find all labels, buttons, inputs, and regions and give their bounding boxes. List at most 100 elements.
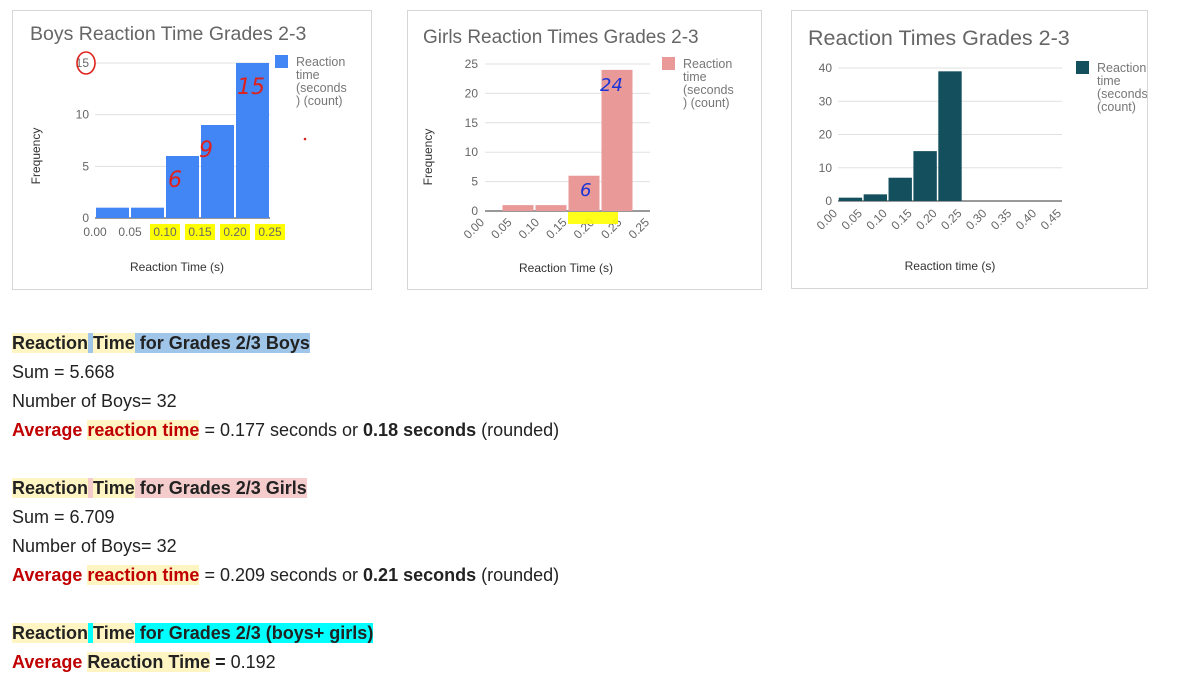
heading-word-reaction: Reaction: [12, 478, 89, 498]
average-phrase: reaction time: [87, 565, 200, 585]
legend-label: (seconds: [683, 83, 734, 97]
y-tick-label: 5: [82, 159, 89, 173]
bar: [568, 175, 600, 211]
x-tick-label: 0.45: [1038, 206, 1065, 233]
legend-label: (seconds: [296, 81, 347, 95]
boys-summary: Reaction Time for Grades 2/3 Boys Sum = …: [12, 329, 559, 445]
heading-word-reaction: Reaction: [12, 333, 89, 353]
y-tick-label: 5: [471, 175, 478, 189]
y-tick-label: 0: [825, 194, 832, 208]
heading-word-time: Time: [93, 333, 135, 353]
legend-label: time: [296, 68, 320, 82]
chart-title: Reaction Times Grades 2-3: [808, 26, 1070, 50]
chart-title: Boys Reaction Time Grades 2-3: [30, 23, 306, 45]
girls-chart-svg: Girls Reaction Times Grades 2-3 0 5 10 15 20 2…: [421, 27, 734, 275]
legend-swatch: [662, 57, 675, 70]
boys-count: Number of Boys= 32: [12, 391, 177, 411]
handwritten-dot: [303, 137, 307, 141]
heading-word-reaction: Reaction: [12, 623, 89, 643]
heading-word-time: Time: [93, 478, 135, 498]
average-note: (rounded): [476, 565, 560, 585]
legend-label: ) (count): [296, 94, 343, 108]
x-tick-label: 0.00: [83, 225, 107, 239]
heading-word-time: Time: [93, 623, 135, 643]
x-tick-label: 0.20: [913, 206, 940, 233]
legend-swatch: [275, 55, 288, 68]
x-tick-label: 0.25: [626, 215, 653, 242]
x-axis-label: Reaction Time (s): [519, 261, 613, 275]
average-rounded: 0.21 seconds: [363, 565, 477, 585]
heading-grades: for Grades 2/3: [139, 333, 261, 353]
bar: [201, 125, 234, 218]
tick-highlight: [185, 224, 215, 240]
x-tick-label: 0.40: [1013, 206, 1040, 233]
chart-title: Girls Reaction Times Grades 2-3: [423, 27, 699, 48]
average-value: = 0.209 seconds or: [199, 565, 364, 585]
combined-reaction-chart: Reaction Times Grades 2-3 0 10 20 30 40 0.00 0.…: [791, 10, 1148, 289]
legend-label: Reaction: [683, 57, 732, 71]
girls-summary-heading: Reaction Time for Grades 2/3 Girls: [12, 474, 559, 503]
girls-average: Average reaction time = 0.209 seconds or…: [12, 561, 559, 590]
average-rounded: 0.18 seconds: [363, 420, 477, 440]
x-tick-label: 0.05: [839, 206, 866, 233]
legend-swatch: [1076, 61, 1089, 74]
boys-chart-svg: Boys Reaction Time Grades 2-3 0 5 10 15 0.00 0…: [29, 23, 347, 274]
x-tick-label: 0.30: [963, 206, 990, 233]
x-axis-label: Reaction Time (s): [130, 260, 224, 274]
average-phrase: reaction time: [87, 420, 200, 440]
x-tick-label: 0.15: [888, 206, 915, 233]
average-word: Average: [12, 565, 83, 585]
y-axis-label: Frequency: [421, 129, 435, 186]
bar: [888, 177, 912, 201]
combined-chart-svg: Reaction Times Grades 2-30102030400.000.…: [808, 26, 1147, 273]
tick-highlight: [255, 224, 285, 240]
bar: [96, 207, 129, 218]
y-tick-label: 0: [471, 204, 478, 218]
bar: [938, 71, 962, 201]
legend-label: time: [1097, 74, 1121, 88]
boys-average: Average reaction time = 0.177 seconds or…: [12, 416, 559, 445]
girls-count: Number of Boys= 32: [12, 536, 177, 556]
boys-summary-heading: Reaction Time for Grades 2/3 Boys: [12, 329, 559, 358]
y-tick-label: 15: [76, 56, 90, 70]
bar: [535, 205, 567, 211]
combined-summary-heading: Reaction Time for Grades 2/3 (boys+ girl…: [12, 619, 374, 648]
x-tick-label: 0.25: [938, 206, 965, 233]
y-tick-label: 20: [465, 86, 479, 100]
heading-grades: for Grades 2/3 Girls: [139, 478, 307, 498]
combined-summary: Reaction Time for Grades 2/3 (boys+ girl…: [12, 619, 374, 677]
y-tick-label: 40: [819, 61, 833, 75]
handwritten-annotation: 9: [199, 138, 213, 163]
bar: [131, 207, 164, 218]
bar: [913, 151, 937, 201]
tick-highlight: [220, 224, 250, 240]
x-tick-label: 0.00: [814, 206, 841, 233]
y-tick-label: 15: [465, 116, 479, 130]
heading-grades: for Grades 2/3 (boys+ girls): [134, 623, 374, 643]
legend-label: ) (count): [683, 96, 730, 110]
x-tick-label: 0.10: [863, 206, 890, 233]
y-tick-label: 20: [819, 128, 833, 142]
x-tick-label: 0.10: [516, 215, 543, 242]
x-tick-label: 0.05: [488, 215, 515, 242]
legend-label: Reaction: [1097, 61, 1146, 75]
handwritten-annotation: 24: [600, 75, 623, 96]
girls-sum: Sum = 6.709: [12, 507, 115, 527]
average-value: = 0.177 seconds or: [199, 420, 364, 440]
average-word: Average: [12, 652, 83, 672]
handwritten-annotation: 15: [237, 75, 265, 100]
y-tick-label: 10: [76, 108, 90, 122]
y-tick-label: 25: [465, 57, 479, 71]
x-tick-label: 0.15: [543, 215, 570, 242]
bar: [502, 205, 534, 211]
x-tick-label: 0.00: [461, 215, 488, 242]
x-axis-label: Reaction time (s): [905, 259, 996, 273]
tick-highlight: [150, 224, 180, 240]
girls-reaction-chart: Girls Reaction Times Grades 2-3 0 5 10 15 20 2…: [407, 10, 762, 290]
legend-label: (seconds): [1097, 87, 1147, 101]
heading-group: Boys: [265, 333, 310, 353]
y-tick-label: 30: [819, 94, 833, 108]
x-tick-label: 0.25: [258, 225, 282, 239]
bar: [838, 197, 863, 201]
average-phrase: Reaction Time: [87, 652, 211, 672]
